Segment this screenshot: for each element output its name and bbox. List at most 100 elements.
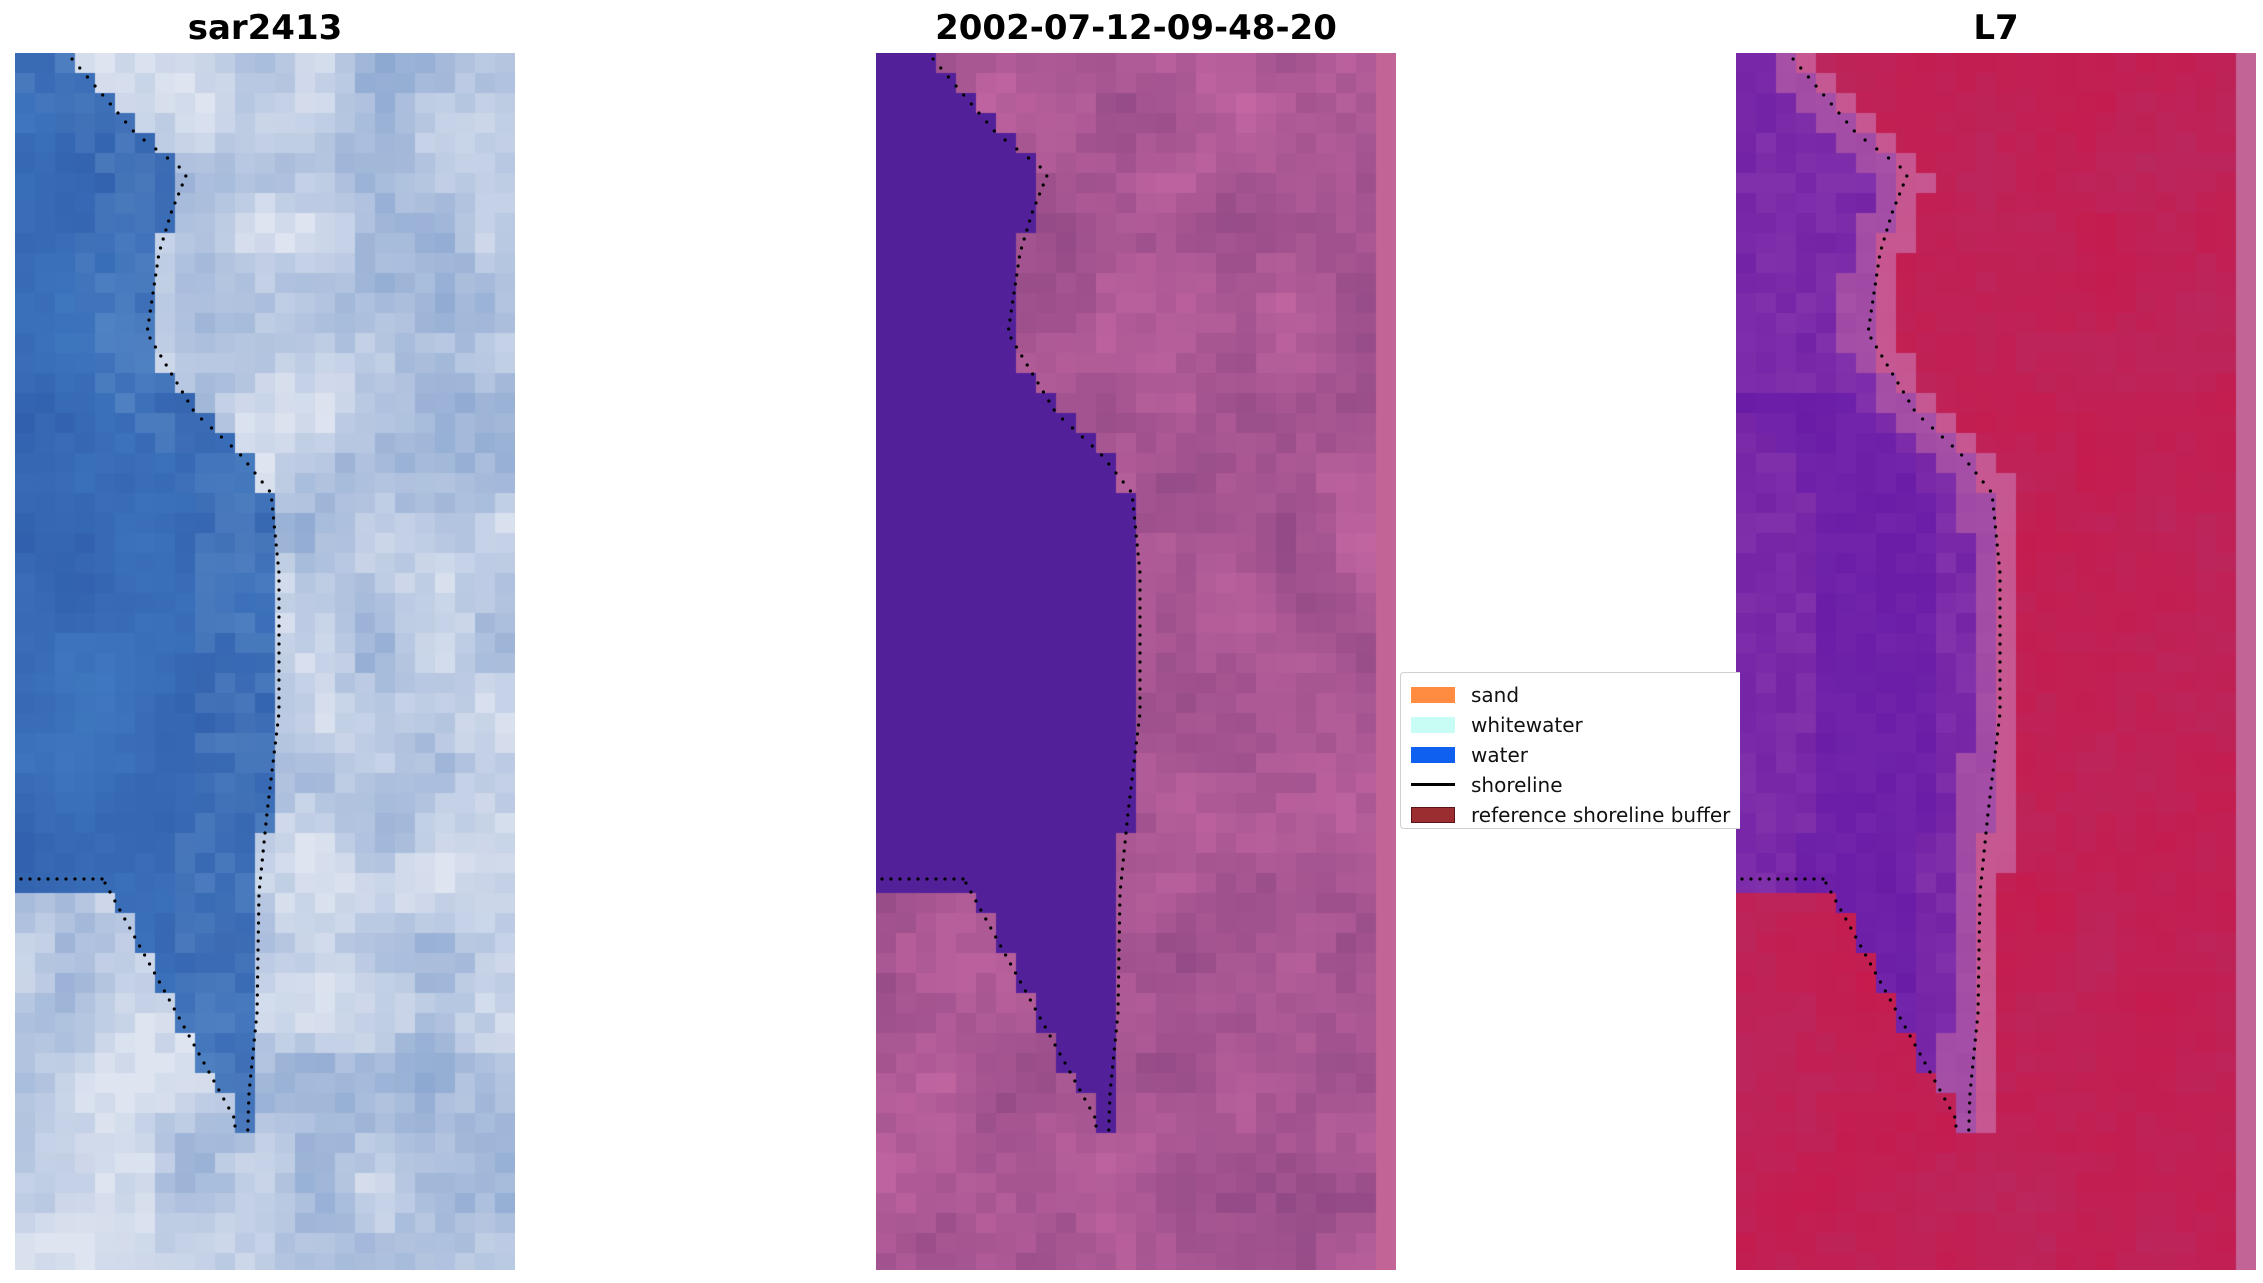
shoreline-point <box>1998 597 2002 601</box>
shoreline-point <box>108 102 112 106</box>
shoreline-point <box>167 219 171 223</box>
shoreline-point <box>1968 1101 1972 1105</box>
shoreline-point <box>1885 228 1889 232</box>
shoreline-point <box>1998 624 2002 628</box>
shoreline-point <box>261 849 265 853</box>
shoreline-point <box>889 877 893 881</box>
shoreline-point <box>256 966 260 970</box>
shoreline-point <box>1834 899 1838 903</box>
shoreline-point <box>1890 210 1894 214</box>
shoreline-point <box>113 899 117 903</box>
shoreline-point <box>217 1088 221 1092</box>
shoreline-point <box>277 570 281 574</box>
shoreline-point <box>1803 877 1807 881</box>
shoreline-point <box>1038 192 1042 196</box>
shoreline-point <box>259 867 263 871</box>
shoreline-point <box>1113 1038 1117 1042</box>
shoreline-point <box>1967 462 1971 466</box>
shoreline-point <box>271 516 276 520</box>
shoreline-point <box>222 1097 226 1101</box>
shoreline-point <box>1844 917 1848 921</box>
shoreline-point <box>93 84 97 88</box>
shoreline-point <box>1116 984 1121 988</box>
shoreline-point <box>1007 327 1011 331</box>
shoreline-point <box>1041 390 1045 394</box>
shoreline-point <box>118 908 122 912</box>
shoreline-point <box>880 877 884 881</box>
shoreline-point <box>150 300 154 304</box>
shoreline-point <box>257 912 261 916</box>
shoreline-point <box>256 975 260 979</box>
shoreline-point <box>1003 138 1007 142</box>
shoreline-point <box>1991 498 1995 502</box>
shoreline-point <box>1025 228 1029 232</box>
shoreline-point <box>255 1002 259 1006</box>
shoreline-point <box>255 1011 259 1015</box>
shoreline-point <box>1009 309 1013 313</box>
shoreline-point <box>277 588 281 592</box>
shoreline-point <box>1968 1092 1972 1096</box>
classified-image-panel <box>876 53 1396 1270</box>
shoreline-point <box>1138 696 1142 700</box>
shoreline-point <box>907 877 911 881</box>
shoreline-point <box>1829 890 1833 894</box>
shoreline-point <box>1908 1034 1912 1038</box>
shoreline-point <box>277 606 281 610</box>
shoreline-point <box>277 669 281 673</box>
shoreline-point <box>247 1092 251 1096</box>
shoreline-point <box>256 957 260 961</box>
shoreline-point <box>1115 1020 1119 1024</box>
shoreline-point <box>1998 687 2002 691</box>
shoreline-point <box>1979 876 1984 880</box>
shoreline-point <box>1821 877 1825 881</box>
shoreline-point <box>1859 944 1863 948</box>
shoreline-point <box>256 939 260 943</box>
shoreline-point <box>1008 318 1012 322</box>
shoreline-point <box>1877 255 1881 259</box>
shoreline-point <box>1933 1079 1937 1083</box>
shoreline-point <box>252 1038 256 1042</box>
shoreline-point <box>1740 877 1744 881</box>
shoreline-point <box>254 1020 258 1024</box>
shoreline-point <box>154 273 158 277</box>
shoreline-point <box>266 804 270 808</box>
shoreline-point <box>1880 354 1884 358</box>
shoreline-point <box>172 1007 176 1011</box>
shoreline-point <box>1837 111 1841 115</box>
shoreline-point <box>1110 1074 1114 1078</box>
shoreline-point <box>202 1061 206 1065</box>
shoreline-point <box>1896 381 1900 385</box>
shoreline-point <box>1078 1088 1082 1092</box>
shoreline-point <box>1930 426 1935 430</box>
shoreline-point <box>1026 156 1031 160</box>
shoreline-point <box>253 1029 257 1033</box>
shoreline-point <box>269 777 273 781</box>
shoreline-point <box>1980 867 1984 871</box>
shoreline-point <box>1121 858 1125 862</box>
shoreline-point <box>1138 624 1142 628</box>
shoreline-point <box>277 678 281 682</box>
shoreline-point <box>1120 867 1124 871</box>
shoreline-point <box>274 543 278 547</box>
shoreline-point <box>1008 962 1013 966</box>
shoreline-point <box>271 507 275 511</box>
shoreline-point <box>148 336 152 340</box>
shoreline-point <box>1028 219 1032 223</box>
shoreline-point <box>1975 1020 1979 1024</box>
shoreline-point <box>1998 579 2002 583</box>
shoreline-point <box>1133 525 1137 529</box>
shoreline-point <box>1977 939 1981 943</box>
shoreline-point <box>1138 642 1142 646</box>
shoreline-point <box>1018 980 1023 984</box>
shoreline-point <box>1814 84 1818 88</box>
shoreline-point <box>148 309 152 313</box>
shoreline-point <box>164 363 168 367</box>
shoreline-point <box>246 462 250 466</box>
shoreline-point <box>267 795 271 799</box>
shoreline-point <box>1879 246 1884 250</box>
shoreline-point <box>1874 345 1878 349</box>
shoreline-point <box>1134 534 1138 538</box>
shoreline-point <box>992 129 996 133</box>
shoreline-point <box>1126 813 1130 817</box>
shoreline-point <box>272 525 276 529</box>
